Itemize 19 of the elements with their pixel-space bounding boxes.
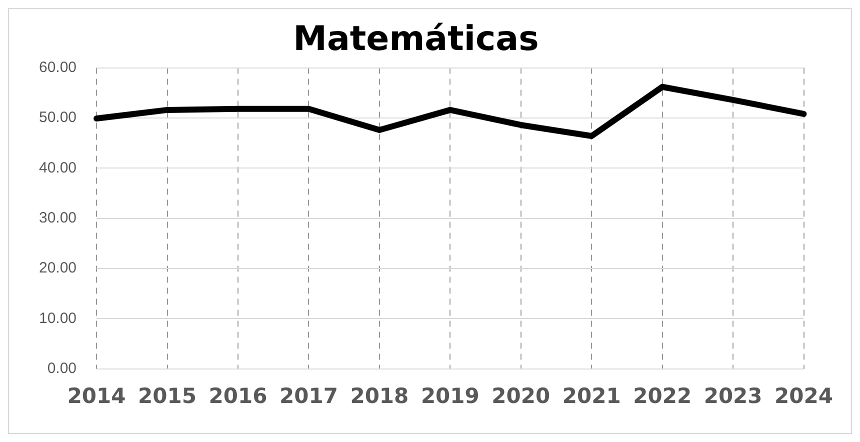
x-tick-label: 2015 bbox=[138, 384, 196, 408]
y-tick-label: 20.00 bbox=[38, 260, 77, 277]
x-tick-label: 2018 bbox=[350, 384, 409, 408]
y-tick-label: 30.00 bbox=[38, 209, 77, 226]
x-tick-label: 2019 bbox=[420, 384, 480, 408]
chart-title: Matemáticas bbox=[293, 19, 539, 60]
x-tick-label: 2017 bbox=[279, 384, 338, 408]
y-tick-label: 60.00 bbox=[38, 58, 77, 76]
x-tick-label: 2021 bbox=[562, 384, 621, 408]
x-tick-label: 2020 bbox=[492, 384, 550, 408]
x-tick-label: 2024 bbox=[774, 384, 834, 408]
x-tick-label: 2022 bbox=[633, 384, 692, 408]
x-tick-label: 2014 bbox=[67, 384, 126, 408]
y-tick-label: 0.00 bbox=[47, 360, 77, 377]
y-tick-label: 50.00 bbox=[38, 109, 77, 126]
y-tick-label: 40.00 bbox=[38, 159, 77, 176]
x-tick-label: 2016 bbox=[208, 384, 268, 408]
y-tick-label: 10.00 bbox=[38, 310, 77, 327]
x-tick-label: 2023 bbox=[704, 384, 762, 408]
